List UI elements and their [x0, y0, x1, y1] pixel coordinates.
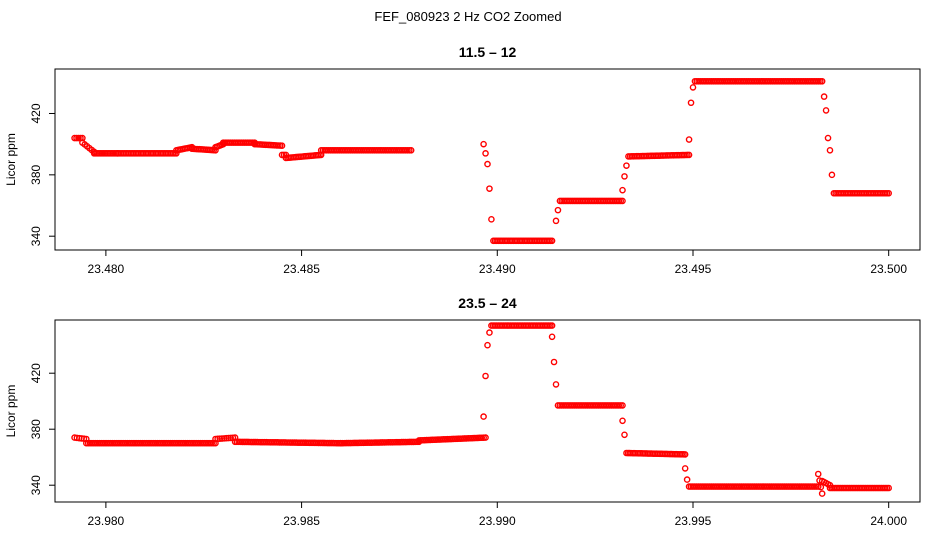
- data-point: [482, 150, 489, 157]
- y-tick-label: 340: [29, 226, 43, 246]
- y-tick-label: 340: [29, 475, 43, 495]
- data-point: [212, 146, 219, 154]
- x-tick-label: 23.495: [675, 262, 712, 276]
- data-point: [683, 476, 691, 483]
- chart-panels: 11.5 – 12 23.480 23.485 23.490 23.495 23.500 3…: [4, 44, 921, 528]
- y-axis-label: Licor ppm: [4, 133, 18, 186]
- x-tick-label: 23.980: [88, 514, 125, 528]
- plot-frame: [54, 68, 921, 251]
- data-point: [486, 185, 493, 192]
- data-point: [278, 142, 286, 149]
- data-point: [480, 413, 487, 420]
- x-tick-label: 23.480: [88, 262, 125, 276]
- y-tick-label: 380: [29, 165, 43, 185]
- data-point: [817, 483, 825, 491]
- data-point: [619, 417, 626, 425]
- data-point: [548, 322, 556, 329]
- data-point: [554, 206, 562, 214]
- data-point: [826, 146, 834, 154]
- y-tick-label: 420: [29, 103, 43, 123]
- data-point: [619, 186, 626, 194]
- panel-title: 11.5 – 12: [459, 44, 517, 60]
- panel-title: 23.5 – 24: [458, 295, 517, 311]
- data-point: [685, 136, 693, 143]
- data-point: [623, 162, 630, 169]
- data-point: [484, 341, 491, 349]
- data-point: [814, 470, 822, 478]
- data-point: [548, 237, 556, 245]
- data-point: [407, 146, 415, 154]
- data-point: [828, 171, 836, 179]
- data-point: [552, 217, 560, 225]
- data-point: [621, 431, 628, 439]
- data-point: [552, 381, 560, 388]
- chart-panel-2: 23.5 – 24 23.980 23.985 23.990 23.995 24.000 3…: [4, 295, 921, 528]
- data-point: [484, 160, 491, 168]
- data-point: [820, 93, 828, 100]
- data-point: [619, 197, 626, 205]
- data-point: [818, 490, 826, 497]
- data-point: [824, 134, 832, 142]
- x-tick-label: 23.990: [479, 514, 516, 528]
- data-point: [681, 465, 689, 472]
- data-point: [818, 77, 826, 85]
- data-point: [548, 333, 556, 341]
- x-tick-label: 23.485: [283, 262, 320, 276]
- x-tick-label: 23.995: [675, 514, 712, 528]
- plot-frame: [54, 319, 921, 503]
- data-point: [480, 140, 487, 148]
- data-point: [689, 84, 697, 91]
- data-point: [885, 484, 892, 492]
- x-tick-label: 23.500: [870, 262, 907, 276]
- y-tick-label: 380: [29, 419, 43, 439]
- data-point: [685, 151, 693, 159]
- data-point: [619, 402, 626, 409]
- data-point: [173, 150, 180, 157]
- data-point: [482, 434, 489, 441]
- data-point: [482, 372, 489, 380]
- y-tick-label: 420: [29, 363, 43, 383]
- data-point: [621, 173, 628, 180]
- data-points: [71, 77, 892, 245]
- chart-panel-1: 11.5 – 12 23.480 23.485 23.490 23.495 23.500 3…: [4, 44, 921, 276]
- data-point: [687, 99, 695, 107]
- y-axis-label: Licor ppm: [4, 385, 18, 438]
- x-tick-label: 23.490: [479, 262, 516, 276]
- data-points: [71, 322, 892, 497]
- data-point: [486, 329, 493, 336]
- x-tick-label: 23.985: [283, 514, 320, 528]
- figure-title: FEF_080923 2 Hz CO2 Zoomed: [374, 9, 561, 24]
- data-point: [822, 107, 830, 114]
- data-point: [885, 189, 892, 197]
- x-tick-label: 24.000: [870, 514, 907, 528]
- data-point: [488, 216, 495, 223]
- data-point: [681, 451, 689, 458]
- data-point: [550, 358, 558, 366]
- data-point: [814, 483, 822, 490]
